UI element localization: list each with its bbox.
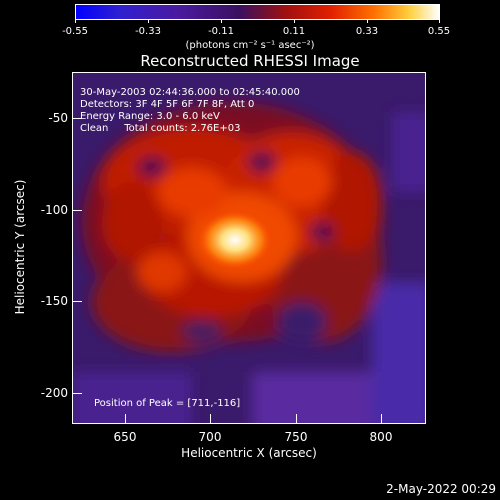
annotation-clean: Clean Total counts: 2.76E+03	[80, 123, 241, 134]
colorbar-tick: 0.11	[282, 26, 306, 37]
y-tick-label: -50	[48, 111, 68, 125]
annotation-peak: Position of Peak = [711,-116]	[94, 398, 241, 409]
annotation-detectors: Detectors: 3F 4F 5F 6F 7F 8F, Att 0	[80, 99, 255, 110]
colorbar-tick: -0.11	[208, 26, 234, 37]
plot-title: Reconstructed RHESSI Image	[140, 52, 360, 70]
plot-frame	[72, 72, 426, 424]
colorbar-tick: 0.55	[427, 26, 451, 37]
annotation-time-range: 30-May-2003 02:44:36.000 to 02:45:40.000	[80, 87, 300, 98]
colorbar-tick: -0.33	[135, 26, 161, 37]
colorbar-tick: -0.55	[62, 26, 88, 37]
y-tick-label: -100	[40, 203, 68, 217]
colorbar-tick: 0.33	[355, 26, 379, 37]
colorbar	[75, 4, 440, 20]
y-tick-label: -150	[40, 294, 68, 308]
y-axis-label: Heliocentric Y (arcsec)	[13, 179, 27, 315]
x-tick-label: 750	[284, 430, 308, 444]
timestamp-footer: 2-May-2022 00:29	[386, 482, 496, 496]
annotation-energy: Energy Range: 3.0 - 6.0 keV	[80, 111, 220, 122]
colorbar-label: (photons cm⁻² s⁻¹ asec⁻²)	[185, 40, 315, 51]
x-tick-label: 700	[198, 430, 222, 444]
x-tick-label: 800	[369, 430, 393, 444]
x-tick-label: 650	[113, 430, 137, 444]
y-tick-label: -200	[40, 386, 68, 400]
rhessi-image	[72, 72, 426, 424]
x-axis-label: Heliocentric X (arcsec)	[181, 446, 317, 460]
